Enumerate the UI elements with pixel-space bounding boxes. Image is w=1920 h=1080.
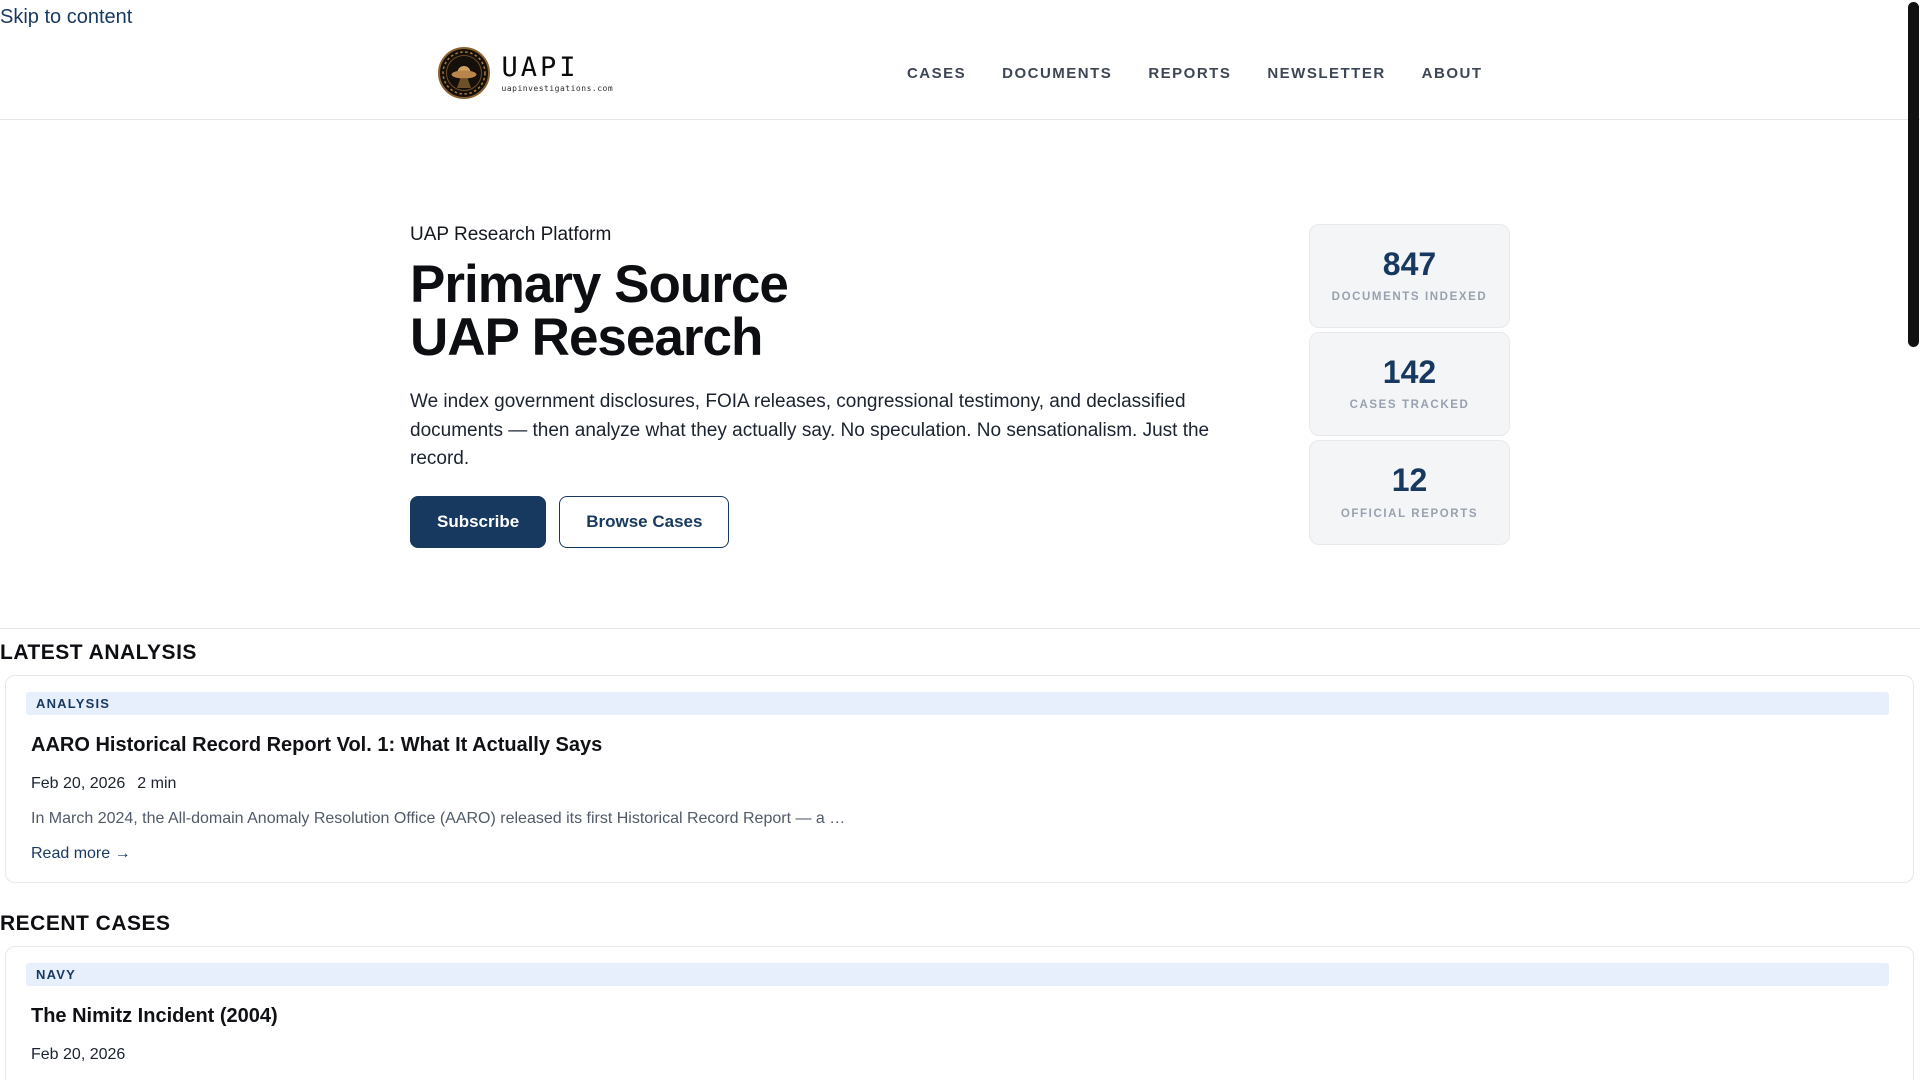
article-title: AARO Historical Record Report Vol. 1: Wh…: [31, 733, 603, 756]
main-nav: CASES DOCUMENTS REPORTS NEWSLETTER ABOUT: [907, 65, 1483, 82]
read-more-link[interactable]: Read more →: [31, 844, 131, 862]
nav-item-reports[interactable]: REPORTS: [1148, 64, 1232, 82]
hero-title-line1: Primary Source: [410, 255, 789, 314]
subscribe-button[interactable]: Subscribe: [410, 495, 547, 548]
stat-label: OFFICIAL REPORTS: [1340, 507, 1479, 520]
stat-label: CASES TRACKED: [1349, 399, 1470, 412]
section-heading-recent-cases: RECENT CASES: [0, 911, 171, 935]
analysis-card: ANALYSIS AARO Historical Record Report V…: [5, 674, 1914, 883]
hero-title-line2: UAP Research: [410, 308, 763, 367]
hero-description: We index government disclosures, FOIA re…: [410, 391, 1210, 469]
stats-panel: 847 DOCUMENTS INDEXED 142 CASES TRACKED …: [1309, 224, 1510, 545]
case-date: Feb 20, 2026: [31, 1045, 126, 1063]
scrollbar-thumb[interactable]: [1908, 2, 1919, 347]
category-badge: ANALYSIS: [26, 691, 1889, 715]
nav-item-cases[interactable]: CASES: [906, 64, 967, 82]
hero-eyebrow: UAP Research Platform: [410, 224, 612, 245]
brand-domain: uapinvestigations.com: [501, 83, 614, 93]
case-card: NAVY The Nimitz Incident (2004) Feb 20, …: [5, 945, 1914, 1080]
nav-item-newsletter[interactable]: NEWSLETTER: [1267, 64, 1386, 82]
article-read-time: 2 min: [137, 774, 177, 792]
site-header: UAPI uapinvestigations.com CASES DOCUMEN…: [0, 29, 1920, 120]
brand-logo-link[interactable]: UAPI uapinvestigations.com: [437, 47, 614, 99]
stat-documents-indexed: 847 DOCUMENTS INDEXED: [1309, 224, 1510, 329]
brand-name: UAPI: [501, 51, 579, 83]
skip-to-content-link[interactable]: Skip to content: [0, 6, 133, 28]
article-meta: Feb 20, 2026 2 min: [26, 775, 1889, 793]
hero-section: UAP Research Platform Primary Source UAP …: [0, 120, 1920, 628]
stat-cases-tracked: 142 CASES TRACKED: [1309, 332, 1510, 437]
stat-label: DOCUMENTS INDEXED: [1331, 291, 1488, 304]
category-badge: NAVY: [26, 962, 1889, 986]
case-meta: Feb 20, 2026: [26, 1046, 1889, 1064]
article-date: Feb 20, 2026: [31, 774, 126, 792]
stat-official-reports: 12 OFFICIAL REPORTS: [1309, 440, 1510, 545]
browse-cases-button[interactable]: Browse Cases: [559, 495, 730, 548]
case-title: The Nimitz Incident (2004): [31, 1004, 278, 1027]
stat-value: 12: [1391, 462, 1428, 499]
latest-analysis-section: LATEST ANALYSIS ANALYSIS AARO Historical…: [0, 627, 1920, 883]
page-title: Primary Source UAP Research: [410, 258, 1260, 364]
nav-item-about[interactable]: ABOUT: [1421, 64, 1483, 82]
article-excerpt: In March 2024, the All-domain Anomaly Re…: [31, 809, 846, 827]
section-heading-latest-analysis: LATEST ANALYSIS: [0, 640, 197, 664]
recent-cases-section: RECENT CASES NAVY The Nimitz Incident (2…: [0, 900, 1920, 1080]
nav-item-documents[interactable]: DOCUMENTS: [1002, 64, 1113, 82]
ufo-badge-icon: [437, 47, 490, 99]
stat-value: 142: [1382, 354, 1437, 391]
stat-value: 847: [1382, 246, 1437, 282]
